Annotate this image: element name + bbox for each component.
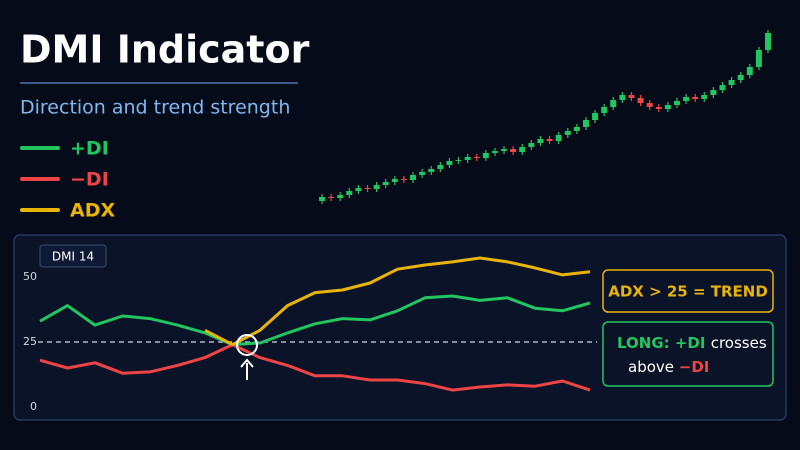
legend-label: −DI [70, 169, 109, 191]
candle-body [382, 182, 389, 185]
candle-body [419, 172, 426, 175]
crossover-marker [236, 334, 258, 356]
candle-body [501, 149, 508, 151]
y-tick-label: 0 [30, 400, 37, 413]
candle-body [564, 131, 571, 135]
candle-body [319, 197, 325, 201]
candle-body [628, 95, 635, 98]
candle-body [655, 107, 662, 109]
candle-body [582, 120, 589, 127]
annotation-part: crosses [711, 334, 767, 352]
candle-body [601, 107, 608, 113]
candle-body [664, 105, 671, 109]
candle-body [592, 113, 599, 120]
candle-body [510, 149, 517, 152]
annotation: above −DI [628, 358, 709, 376]
candle-body [437, 165, 444, 169]
annotation: LONG: +DI crosses [617, 334, 767, 352]
candle-body [673, 101, 680, 105]
annotation-part: LONG: +DI [617, 334, 705, 352]
candle-body [355, 188, 362, 191]
candle-body [555, 135, 562, 141]
candle-body [364, 188, 371, 189]
candle-body [755, 50, 762, 67]
candle-body [573, 127, 580, 131]
annotation-part: above [628, 358, 674, 376]
candle-body [683, 97, 690, 101]
annotation-part: −DI [679, 358, 710, 376]
candle-body [546, 139, 553, 141]
annotation: ADX > 25 = TREND [608, 283, 768, 301]
candle-body [519, 147, 526, 152]
candle-body [701, 95, 708, 99]
series-line [39, 294, 591, 347]
candle-body [428, 169, 435, 172]
indicator-panel [13, 234, 787, 421]
title: DMI Indicator [20, 28, 310, 72]
candle-body [765, 33, 771, 50]
candle-body [473, 157, 480, 158]
candle-body [719, 85, 726, 90]
candle-body [446, 161, 453, 165]
candle-body [346, 191, 353, 195]
candle-body [737, 75, 744, 80]
candle-body [710, 90, 717, 95]
candle-body [746, 67, 753, 75]
legend-label: ADX [70, 200, 115, 222]
candle-body [619, 95, 626, 100]
y-tick-label: 25 [23, 335, 37, 348]
series-line [39, 343, 591, 392]
candle-body [391, 179, 398, 182]
candle-body [328, 197, 335, 198]
candle-body [464, 157, 471, 160]
candle-body [692, 97, 699, 99]
label-badge [39, 244, 107, 268]
subtitle: Direction and trend strength [20, 97, 290, 119]
candle-body [337, 195, 344, 198]
annotation-box [602, 321, 774, 387]
arrow-head [240, 358, 254, 368]
candle-body [537, 139, 544, 143]
candle-body [646, 103, 653, 107]
candle-body [482, 153, 489, 158]
candle-body [373, 185, 380, 189]
y-tick-label: 50 [23, 270, 37, 283]
candle-body [637, 98, 644, 103]
panel-label: DMI 14 [52, 250, 94, 264]
candle-body [400, 179, 407, 180]
candle-body [455, 160, 462, 161]
legend-label: +DI [70, 138, 109, 160]
candle-body [491, 151, 498, 153]
candle-body [528, 143, 535, 147]
series-line [204, 256, 591, 347]
annotation-box [602, 269, 774, 313]
candle-body [610, 100, 617, 107]
candle-body [410, 175, 417, 180]
candle-body [728, 80, 735, 85]
